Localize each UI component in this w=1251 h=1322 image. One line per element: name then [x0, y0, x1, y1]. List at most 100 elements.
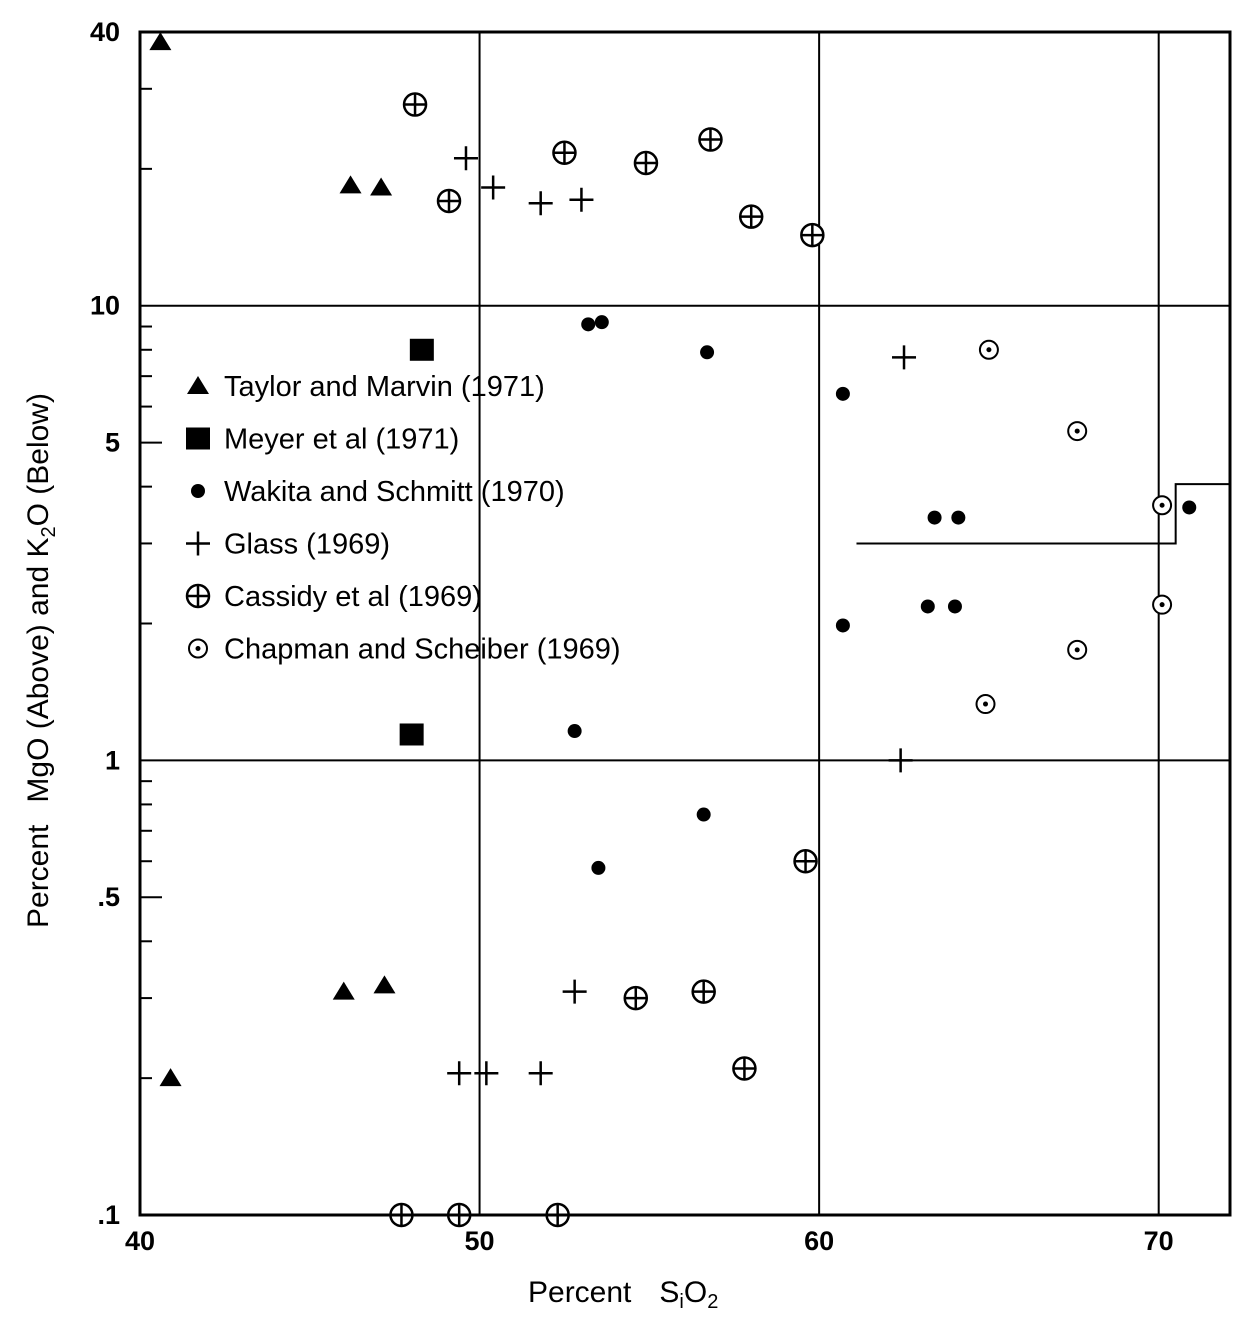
y-tick-label: .5 — [97, 882, 120, 912]
circle-plus-cross — [794, 850, 817, 873]
data-point-circle-plus — [623, 985, 649, 1011]
y-axis-label: PercentMgO (Above) and K2O (Below) — [22, 393, 60, 928]
data-point-circle-plus — [698, 127, 723, 152]
data-point-plus — [447, 1061, 472, 1086]
legend-label: Chapman and Scheiber (1969) — [224, 634, 621, 666]
boundary-line — [856, 483, 1230, 545]
data-point-triangle — [370, 177, 393, 196]
plus-marker — [528, 1061, 553, 1086]
x-tick-label: 40 — [125, 1226, 155, 1256]
data-point-dot — [591, 860, 606, 875]
legend-marker-circle-plus — [185, 583, 211, 609]
data-point-dot — [567, 724, 582, 739]
legend: Taylor and Marvin (1971) Meyer et al (197… — [185, 371, 621, 666]
data-point-plus — [474, 1061, 499, 1086]
data-point-plus — [562, 979, 587, 1004]
data-point-dot — [581, 317, 596, 332]
data-point-triangle — [149, 32, 172, 51]
circle-dot-center — [983, 701, 989, 707]
circle-dot-center — [1159, 502, 1165, 508]
x-axis-label: Percent SiO2 — [528, 1276, 718, 1313]
data-point-dot — [951, 510, 966, 525]
data-point-triangle — [332, 981, 355, 1000]
dot-marker — [581, 317, 596, 332]
data-point-dot — [947, 599, 962, 614]
dot-marker — [594, 315, 609, 330]
plus-marker — [481, 175, 506, 200]
circle-plus-cross — [733, 1057, 756, 1080]
data-point-circle-dot — [1152, 495, 1173, 516]
dot-marker — [927, 510, 942, 525]
data-point-plus — [892, 345, 917, 370]
data-point-dot — [920, 599, 935, 614]
legend-label: Cassidy et al (1969) — [224, 581, 482, 613]
data-point-triangle — [373, 975, 396, 994]
circle-plus-cross — [187, 585, 209, 607]
data-point-circle-dot — [1152, 594, 1173, 615]
data-point-dot — [700, 345, 715, 360]
x-tick-label: 70 — [1144, 1226, 1174, 1256]
circle-plus-cross — [624, 987, 647, 1010]
circle-plus-cross — [740, 205, 763, 228]
data-point-circle-plus — [738, 204, 764, 229]
y-tick-label: .1 — [97, 1200, 120, 1230]
data-point-circle-dot — [1067, 639, 1088, 660]
data-point-circle-plus — [633, 150, 659, 176]
plus-marker — [888, 748, 913, 773]
dot-marker — [835, 618, 850, 633]
square-marker — [409, 338, 434, 361]
y-tick-label: 5 — [105, 428, 120, 458]
triangle-marker — [159, 1068, 182, 1087]
square-marker — [186, 427, 210, 450]
plus-marker — [562, 979, 587, 1004]
legend-label: Taylor and Marvin (1971) — [224, 371, 545, 403]
data-point-dot — [835, 386, 850, 401]
data-point-dot — [594, 315, 609, 330]
dot-marker — [947, 599, 962, 614]
circle-plus-cross — [634, 152, 657, 175]
plus-marker — [186, 531, 210, 556]
plus-marker — [892, 345, 917, 370]
plus-marker — [447, 1061, 472, 1086]
dot-marker — [835, 386, 850, 401]
data-point-circle-plus — [793, 848, 818, 874]
data-point-square — [409, 338, 434, 361]
legend-marker-plus — [186, 531, 210, 556]
data-point-circle-plus — [436, 188, 462, 214]
legend-label: Meyer et al (1971) — [224, 424, 459, 456]
data-point-circle-plus — [800, 222, 825, 248]
triangle-marker — [370, 177, 393, 196]
data-point-triangle — [159, 1068, 182, 1087]
dot-marker — [696, 807, 711, 822]
square-marker — [399, 723, 424, 746]
dot-marker — [591, 860, 606, 875]
data-point-circle-dot — [975, 694, 996, 715]
circle-plus-cross — [404, 93, 427, 116]
dot-marker — [1182, 500, 1197, 515]
data-point-circle-plus — [691, 979, 716, 1004]
plus-marker — [474, 1061, 499, 1086]
circle-dot-center — [986, 347, 992, 353]
triangle-marker — [339, 175, 362, 194]
circle-plus-cross — [699, 128, 722, 151]
legend-marker-square — [186, 427, 210, 450]
data-point-circle-plus — [402, 92, 428, 117]
legend-marker-dot — [191, 484, 205, 498]
circle-plus-cross — [801, 224, 824, 247]
plus-marker — [453, 146, 478, 171]
plot-frame — [138, 30, 1232, 1217]
data-point-circle-plus — [552, 140, 577, 166]
data-point-dot — [927, 510, 942, 525]
x-tick-label: 50 — [465, 1226, 495, 1256]
circle-plus-cross — [553, 141, 576, 164]
data-point-plus — [528, 191, 553, 216]
data-point-circle-dot — [1067, 421, 1088, 442]
circle-plus-cross — [438, 189, 461, 212]
dot-marker — [920, 599, 935, 614]
data-point-plus — [528, 1061, 553, 1086]
data-point-dot — [835, 618, 850, 633]
dot-marker — [951, 510, 966, 525]
triangle-marker — [187, 376, 209, 394]
legend-label: Wakita and Schmitt (1970) — [224, 476, 565, 508]
